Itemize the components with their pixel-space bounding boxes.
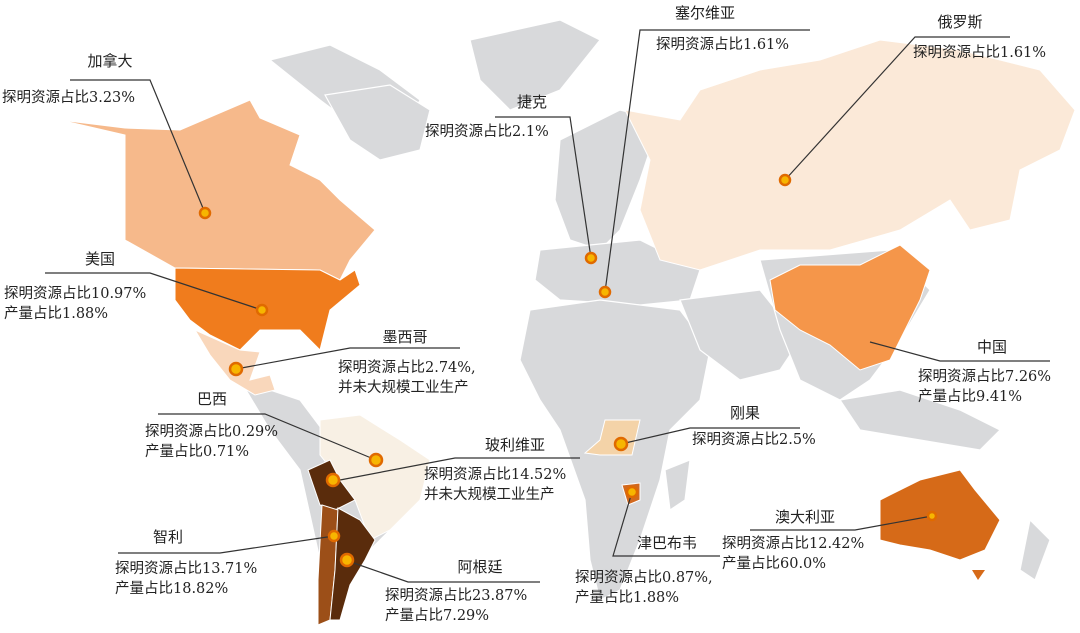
- leader-zimbabwe: [612, 491, 720, 557]
- stat-line: 产量占比18.82%: [115, 581, 229, 597]
- leader-australia: [750, 515, 933, 531]
- label-congo-name: 刚果: [729, 404, 761, 422]
- stat-line: 探明资源占比14.52%: [424, 467, 567, 483]
- stat-line: 产量占比9.41%: [918, 389, 1023, 405]
- stat-line: 探明资源占比2.1%: [425, 124, 549, 140]
- leader-czech: [495, 116, 592, 259]
- label-china-stats: 探明资源占比7.26% 产量占比9.41%: [918, 367, 1051, 407]
- label-argentina-name: 阿根廷: [457, 558, 503, 576]
- stat-line: 产量占比60.0%: [722, 556, 827, 572]
- leader-canada: [70, 79, 206, 214]
- label-czech-stats: 探明资源占比2.1%: [425, 122, 549, 142]
- stat-line: 产量占比1.88%: [4, 306, 109, 322]
- leader-serbia: [604, 29, 810, 293]
- country-russia[interactable]: [624, 39, 1076, 271]
- leader-mexico: [235, 347, 460, 370]
- marker-australia[interactable]: [926, 510, 938, 522]
- label-canada-name: 加拿大: [87, 52, 133, 70]
- label-russia-name: 俄罗斯: [937, 13, 983, 31]
- stat-line: 探明资源占比2.5%: [692, 432, 816, 448]
- stat-line: 探明资源占比0.87%,: [575, 570, 713, 586]
- label-mexico-name: 墨西哥: [382, 328, 428, 346]
- label-congo-stats: 探明资源占比2.5%: [692, 430, 816, 450]
- label-zimbabwe-name: 津巴布韦: [636, 534, 698, 552]
- country-australia-tasmania: [972, 570, 985, 580]
- leader-brazil: [158, 413, 377, 461]
- country-china[interactable]: [769, 244, 931, 371]
- stat-line: 探明资源占比7.26%: [918, 369, 1052, 385]
- label-usa-name: 美国: [84, 250, 116, 268]
- stat-line: 并未大规模工业生产: [338, 380, 469, 396]
- marker-argentina[interactable]: [339, 552, 355, 568]
- leader-russia: [784, 36, 1010, 181]
- marker-russia[interactable]: [778, 173, 792, 187]
- leader-usa: [45, 272, 263, 311]
- label-chile-name: 智利: [152, 528, 184, 546]
- leader-congo: [620, 427, 800, 445]
- leader-china: [869, 341, 1050, 362]
- marker-usa[interactable]: [255, 303, 269, 317]
- label-brazil-name: 巴西: [196, 390, 228, 408]
- label-serbia-stats: 探明资源占比1.61%: [656, 35, 789, 55]
- label-argentina-stats: 探明资源占比23.87% 产量占比7.29%: [385, 586, 527, 626]
- marker-bolivia[interactable]: [325, 472, 341, 488]
- stat-line: 探明资源占比23.87%: [385, 588, 528, 604]
- label-australia-name: 澳大利亚: [774, 508, 836, 526]
- stat-line: 探明资源占比12.42%: [722, 536, 865, 552]
- marker-chile[interactable]: [327, 529, 341, 543]
- country-canada[interactable]: [59, 99, 376, 281]
- stat-line: 产量占比1.88%: [575, 590, 680, 606]
- stat-line: 产量占比7.29%: [385, 608, 490, 624]
- stat-line: 探明资源占比2.74%,: [338, 360, 476, 376]
- label-brazil-stats: 探明资源占比0.29% 产量占比0.71%: [145, 422, 278, 462]
- stat-line: 探明资源占比10.97%: [4, 286, 147, 302]
- label-serbia-name: 塞尔维亚: [674, 4, 736, 22]
- label-chile-stats: 探明资源占比13.71% 产量占比18.82%: [115, 559, 257, 599]
- label-usa-stats: 探明资源占比10.97% 产量占比1.88%: [4, 284, 146, 324]
- marker-congo[interactable]: [613, 436, 629, 452]
- marker-brazil[interactable]: [368, 452, 384, 468]
- stat-line: 探明资源占比3.23%: [2, 90, 136, 106]
- stat-line: 探明资源占比1.61%: [656, 37, 790, 53]
- leader-argentina: [344, 559, 540, 583]
- label-zimbabwe-stats: 探明资源占比0.87%, 产量占比1.88%: [575, 568, 713, 608]
- label-china-name: 中国: [976, 338, 1008, 356]
- marker-serbia[interactable]: [598, 285, 612, 299]
- marker-mexico[interactable]: [228, 361, 244, 377]
- label-australia-stats: 探明资源占比12.42% 产量占比60.0%: [722, 534, 864, 574]
- country-australia[interactable]: [879, 469, 1001, 561]
- stat-line: 探明资源占比1.61%: [913, 45, 1047, 61]
- stat-line: 产量占比0.71%: [145, 444, 250, 460]
- label-russia-stats: 探明资源占比1.61%: [913, 43, 1046, 63]
- label-czech-name: 捷克: [516, 93, 548, 111]
- leader-chile: [118, 535, 335, 554]
- stat-line: 探明资源占比13.71%: [115, 561, 258, 577]
- marker-czech[interactable]: [584, 251, 598, 265]
- label-bolivia-stats: 探明资源占比14.52% 并未大规模工业生产: [424, 465, 566, 505]
- leader-lines: [45, 29, 1050, 583]
- markers: [198, 173, 938, 568]
- label-mexico-stats: 探明资源占比2.74%, 并未大规模工业生产: [338, 358, 476, 398]
- marker-zimbabwe[interactable]: [625, 485, 639, 499]
- stat-line: 并未大规模工业生产: [424, 487, 555, 503]
- label-bolivia-name: 玻利维亚: [484, 436, 546, 454]
- marker-canada[interactable]: [198, 206, 212, 220]
- label-canada-stats: 探明资源占比3.23%: [2, 88, 135, 108]
- stat-line: 探明资源占比0.29%: [145, 424, 279, 440]
- leader-bolivia: [339, 457, 580, 481]
